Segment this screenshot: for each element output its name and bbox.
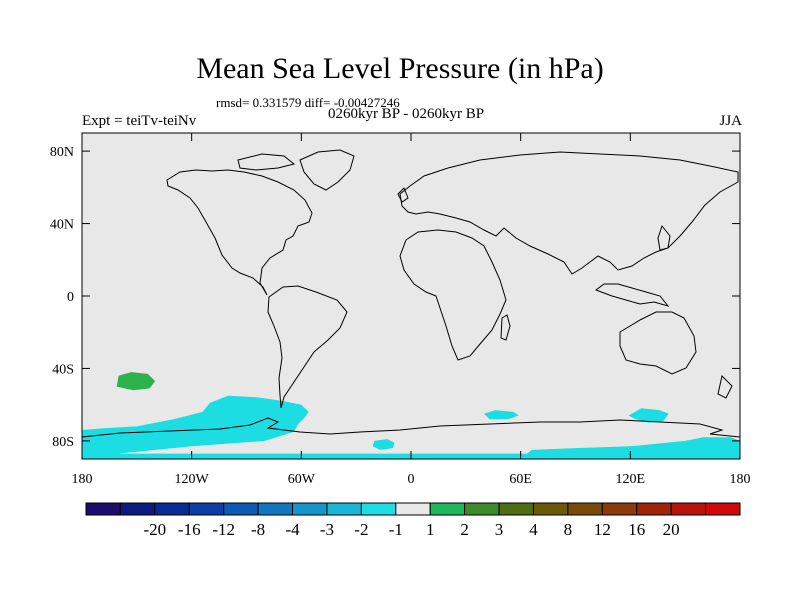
colorbar-swatch [670, 502, 707, 516]
x-tick-label: 60W [288, 472, 316, 487]
y-tick-label: 80N [50, 145, 74, 160]
colorbar-swatch [360, 502, 397, 516]
y-tick-label: 40N [50, 218, 74, 233]
season-label: JJA [719, 113, 742, 129]
colorbar-swatch [636, 502, 672, 516]
x-tick-label: 120E [616, 472, 646, 487]
colorbar-swatch [188, 502, 225, 516]
coastline-indonesia [594, 283, 670, 307]
colorbar-label: 16 [628, 520, 645, 539]
colorbar-swatch [154, 502, 190, 516]
x-tick-label: 180 [72, 472, 93, 487]
region-australian-sector-negative-patch [628, 408, 669, 423]
colorbar-swatch [601, 502, 638, 516]
colorbar-swatch [292, 502, 328, 516]
coastline-south-america [267, 285, 348, 409]
period-label: 0260kyr BP - 0260kyr BP [327, 106, 485, 122]
colorbar-swatch [464, 502, 500, 516]
coastline-north-america [166, 169, 313, 296]
map-background [82, 133, 740, 459]
region-southern-ocean-negative-band [82, 395, 740, 459]
coastline-greenland [299, 149, 355, 191]
x-tick-label: 180 [730, 472, 751, 487]
coastline-british-isles [397, 187, 409, 203]
colorbar-swatch [532, 502, 569, 516]
colorbar-swatch [395, 502, 431, 516]
colorbar-label: 8 [564, 520, 573, 539]
colorbar-label: 1 [426, 520, 435, 539]
rmsd-diff-stats: rmsd= 0.331579 diff= -0.00427246 [216, 95, 400, 110]
x-tick-label: 120W [175, 472, 210, 487]
region-pacific-positive-anomaly [116, 372, 156, 391]
colorbar-label: -20 [144, 520, 167, 539]
colorbar-label: 12 [594, 520, 611, 539]
coastline-arctic-islands [237, 153, 296, 171]
colorbar-label: -12 [212, 520, 235, 539]
colorbar-swatch [257, 502, 294, 516]
colorbar-label: -3 [320, 520, 334, 539]
colorbar-label: 4 [529, 520, 538, 539]
chart-title: Mean Sea Level Pressure (in hPa) [196, 52, 604, 85]
region-indian-ocean-negative-patch [484, 410, 519, 420]
y-tick-label: 80S [52, 435, 74, 450]
region-east-antarctic-negative-band [520, 437, 740, 459]
region-atlantic-sector-negative-patch [372, 439, 395, 450]
experiment-label: Expt = teiTv-teiNv [82, 113, 197, 129]
colorbar-swatch [498, 502, 534, 516]
colorbar-label: -4 [285, 520, 300, 539]
anomaly-regions [82, 372, 740, 459]
colorbar-label: -2 [354, 520, 368, 539]
x-tick-label: 60E [509, 472, 532, 487]
coastlines [82, 149, 740, 438]
coastline-africa [399, 229, 507, 361]
colorbar-swatch [705, 502, 741, 516]
colorbar-label: -8 [251, 520, 265, 539]
y-tick-label: 0 [67, 290, 74, 305]
coastline-japan [657, 224, 671, 251]
coastline-australia [619, 311, 697, 375]
x-tick-label: 0 [408, 472, 415, 487]
colorbar-label: 3 [495, 520, 504, 539]
colorbar: -20 -16 -12 -8 -4 -3 -2 -1 1 2 3 4 8 12 16 20 [85, 502, 741, 539]
coastline-eurasia [399, 151, 739, 275]
coastline-madagascar [500, 314, 511, 341]
colorbar-swatch [429, 502, 466, 516]
x-axis-ticks: 180 120W 60W 0 60E 120E 180 [72, 133, 751, 487]
colorbar-swatch [567, 502, 603, 516]
y-tick-label: 40S [52, 362, 74, 377]
colorbar-label: -16 [178, 520, 201, 539]
colorbar-label: -1 [389, 520, 403, 539]
colorbar-swatch [223, 502, 259, 516]
colorbar-label: 2 [460, 520, 469, 539]
colorbar-swatch [85, 502, 121, 516]
colorbar-swatch [119, 502, 156, 516]
coastline-antarctica [82, 417, 740, 438]
colorbar-label: 20 [663, 520, 680, 539]
colorbar-swatch [326, 502, 362, 516]
coastline-new-zealand [717, 375, 733, 399]
y-axis-ticks: 80N 40N 0 40S 80S [50, 145, 740, 450]
